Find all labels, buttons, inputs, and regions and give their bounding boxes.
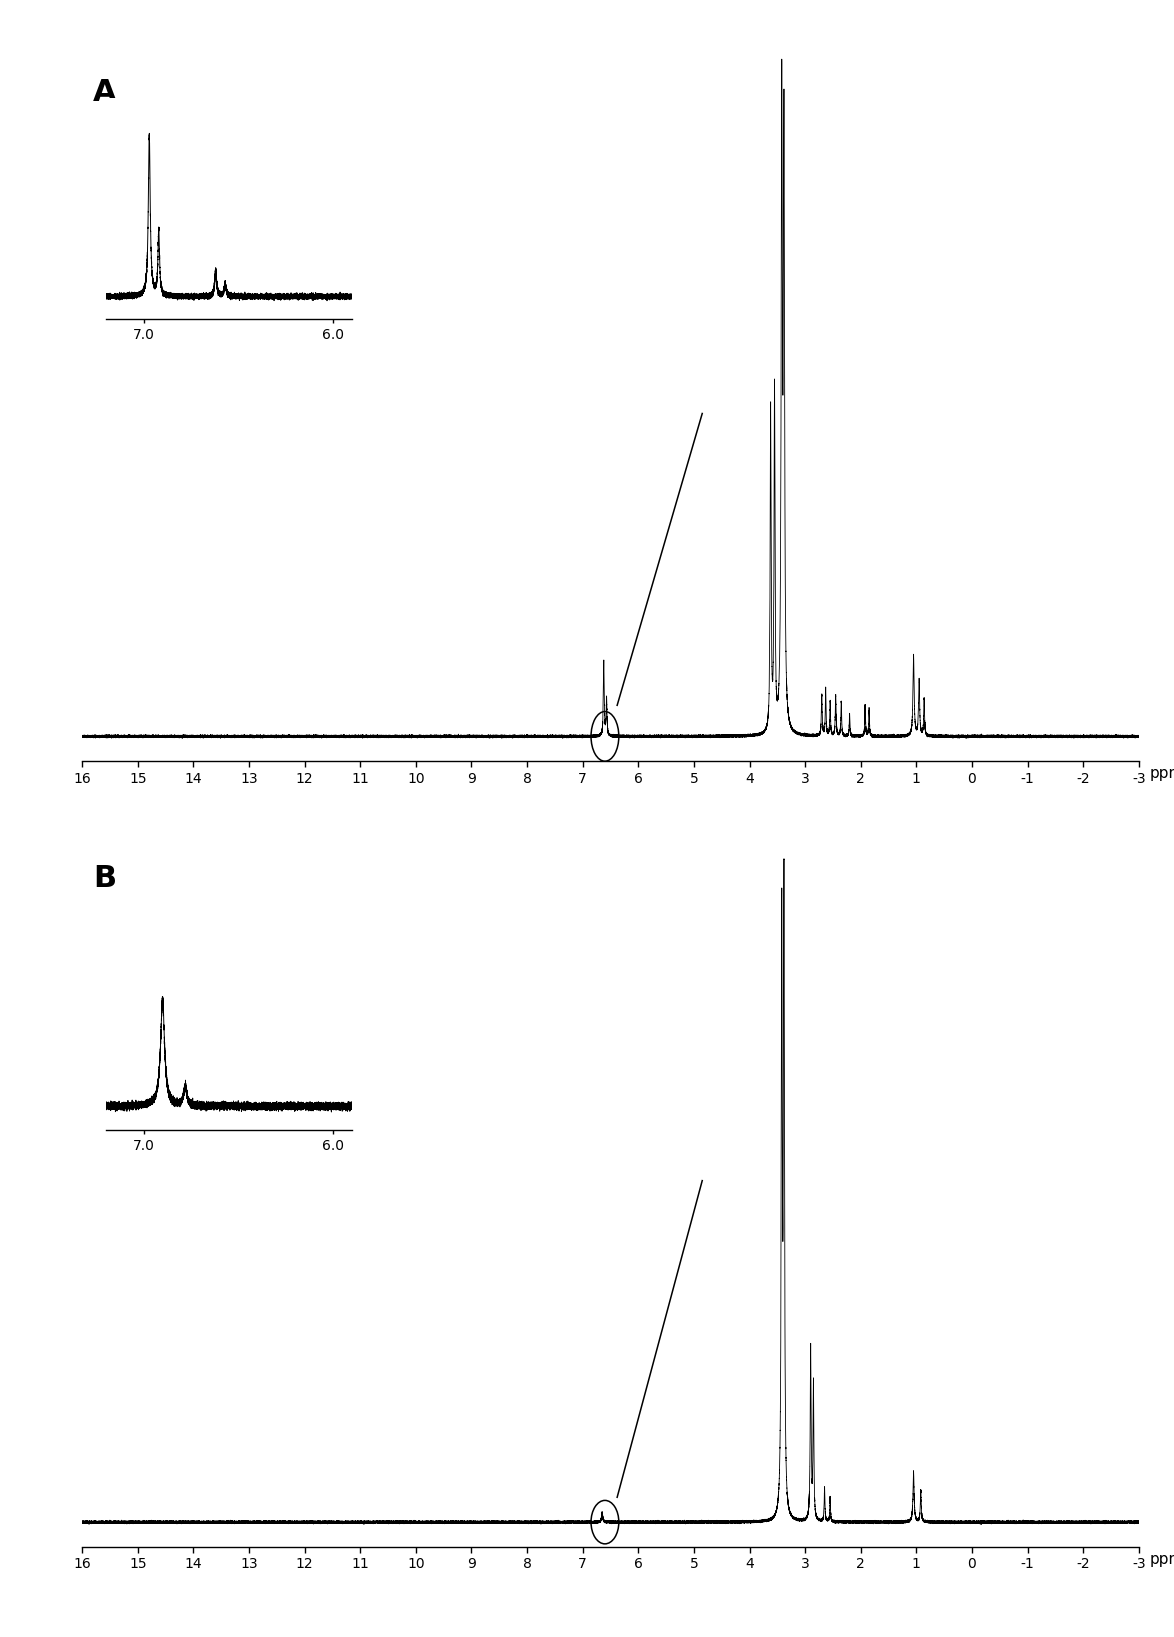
Text: A: A: [93, 79, 117, 106]
Text: ppm: ppm: [1149, 766, 1174, 781]
Text: B: B: [93, 864, 116, 892]
Text: ppm: ppm: [1149, 1552, 1174, 1567]
